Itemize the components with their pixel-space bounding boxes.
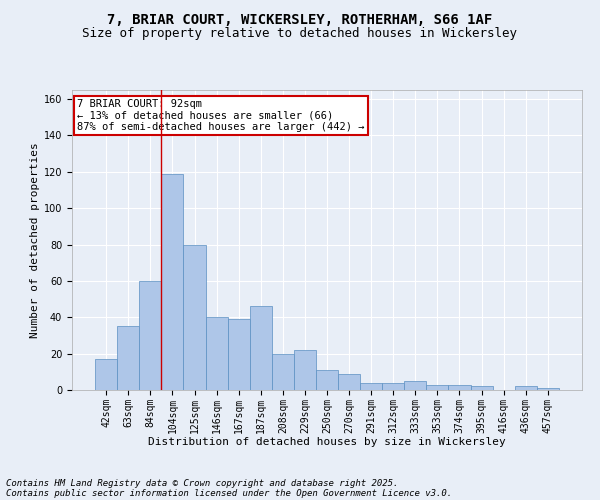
Bar (470, 386, 493, 390)
Bar (95, 359, 117, 390)
Bar (206, 318, 227, 390)
X-axis label: Distribution of detached houses by size in Wickersley: Distribution of detached houses by size … (148, 437, 506, 447)
Y-axis label: Number of detached properties: Number of detached properties (29, 142, 40, 338)
Bar (272, 354, 294, 390)
Bar (117, 326, 139, 390)
Bar (227, 319, 250, 390)
Bar (316, 370, 338, 390)
Bar (184, 244, 206, 390)
Text: 7, BRIAR COURT, WICKERSLEY, ROTHERHAM, S66 1AF: 7, BRIAR COURT, WICKERSLEY, ROTHERHAM, S… (107, 12, 493, 26)
Text: Size of property relative to detached houses in Wickersley: Size of property relative to detached ho… (83, 28, 517, 40)
Text: Contains public sector information licensed under the Open Government Licence v3: Contains public sector information licen… (6, 488, 452, 498)
Bar (294, 350, 316, 390)
Bar (448, 384, 470, 390)
Bar (404, 381, 427, 390)
Bar (515, 386, 537, 390)
Bar (161, 174, 184, 390)
Bar (537, 388, 559, 390)
Bar (139, 281, 161, 390)
Text: 7 BRIAR COURT: 92sqm
← 13% of detached houses are smaller (66)
87% of semi-detac: 7 BRIAR COURT: 92sqm ← 13% of detached h… (77, 99, 365, 132)
Text: Contains HM Land Registry data © Crown copyright and database right 2025.: Contains HM Land Registry data © Crown c… (6, 478, 398, 488)
Bar (360, 382, 382, 390)
Bar (250, 306, 272, 390)
Bar (382, 382, 404, 390)
Bar (338, 374, 360, 390)
Bar (427, 384, 448, 390)
